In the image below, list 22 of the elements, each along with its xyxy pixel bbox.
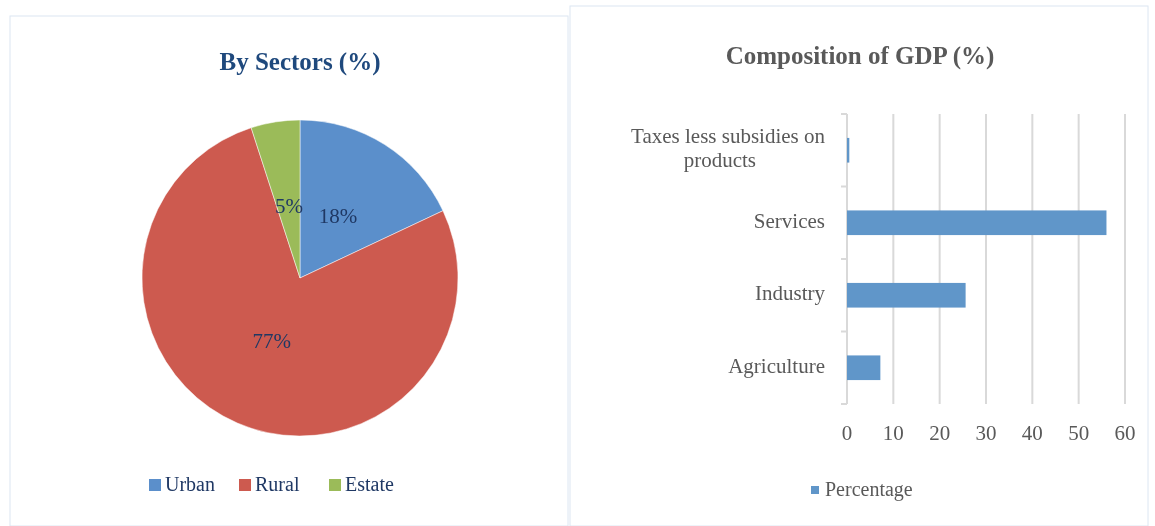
- bar: [847, 355, 881, 381]
- y-tick-label: Services: [753, 208, 825, 233]
- bar: [847, 210, 1107, 236]
- legend-label: Estate: [345, 473, 394, 495]
- bar: [847, 282, 966, 308]
- x-tick-label: 30: [975, 421, 997, 445]
- data-label: 18%: [318, 203, 358, 228]
- x-tick-label: 60: [1114, 421, 1136, 445]
- y-tick-label: Industry: [755, 281, 826, 306]
- legend-label: Urban: [165, 473, 215, 495]
- x-tick-label: 0: [841, 421, 853, 445]
- y-tick-label: Taxes less subsidies on products: [631, 124, 826, 173]
- x-tick-label: 20: [929, 421, 951, 445]
- y-tick-label: Agriculture: [728, 353, 825, 378]
- x-tick-label: 10: [882, 421, 904, 445]
- legend-label: Rural: [255, 473, 300, 495]
- data-label: 77%: [252, 329, 292, 354]
- x-tick-label: 50: [1068, 421, 1090, 445]
- chart-title: Composition of GDP (%): [725, 42, 995, 70]
- chart-title: By Sectors (%): [219, 48, 381, 76]
- x-tick-label: 40: [1021, 421, 1043, 445]
- legend-label: Percentage: [825, 478, 913, 501]
